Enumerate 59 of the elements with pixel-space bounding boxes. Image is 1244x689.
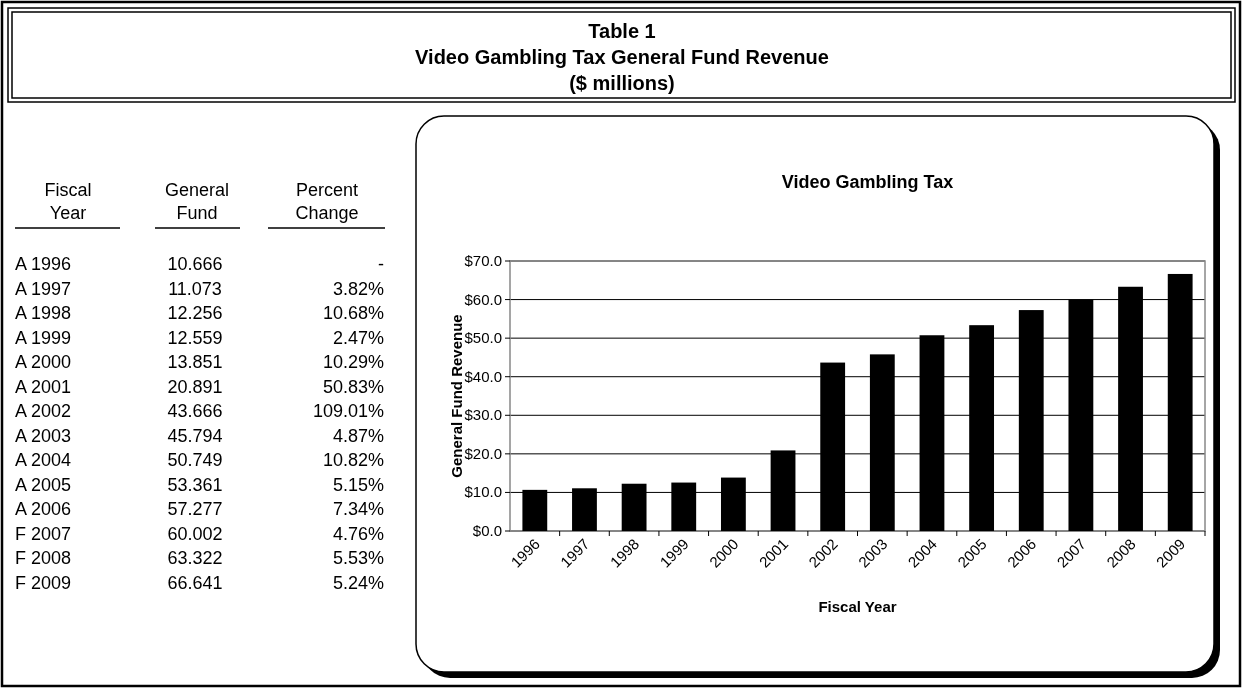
text: 2.47% bbox=[332, 327, 384, 348]
text: 11.073 bbox=[168, 278, 222, 299]
text: Fiscal Year bbox=[44, 180, 92, 223]
y-tick-label: $0.0 bbox=[472, 522, 502, 539]
y-tick-label: $70.0 bbox=[464, 252, 502, 269]
text: 10.68% bbox=[322, 303, 384, 323]
text: 13.851 bbox=[167, 352, 223, 372]
text: A 2002 bbox=[15, 401, 72, 421]
text: Video Gambling Tax General Fund Revenue bbox=[415, 46, 829, 68]
x-axis-title: Fiscal Year bbox=[818, 598, 897, 615]
text: A 2001 bbox=[15, 376, 72, 397]
text: 50.749 bbox=[167, 450, 223, 470]
text: A 2005 bbox=[15, 474, 72, 495]
chart-title: Video Gambling Tax bbox=[781, 172, 954, 192]
text: A 1998 bbox=[15, 303, 72, 323]
text: Table 1 bbox=[588, 20, 656, 42]
text: 5.24% bbox=[332, 572, 384, 593]
text: 10.666 bbox=[167, 254, 223, 274]
y-axis-title: General Fund Revenue bbox=[448, 314, 465, 478]
y-tick-label: $10.0 bbox=[464, 483, 502, 501]
text: 43.666 bbox=[167, 401, 223, 421]
text: 12.559 bbox=[167, 327, 223, 348]
text: A 1997 bbox=[15, 278, 72, 299]
y-tick-label: $60.0 bbox=[464, 290, 502, 308]
text: F 2009 bbox=[15, 572, 72, 593]
text: 109.01% bbox=[312, 401, 384, 421]
text: A 2004 bbox=[15, 450, 72, 470]
text: 4.76% bbox=[332, 523, 384, 544]
text: 20.891 bbox=[167, 376, 223, 397]
text: 10.29% bbox=[322, 352, 384, 372]
text: - bbox=[378, 254, 384, 274]
text: A 1999 bbox=[15, 327, 72, 348]
text: 66.641 bbox=[167, 572, 223, 593]
text: A 2000 bbox=[15, 352, 72, 372]
text: 12.256 bbox=[167, 303, 223, 323]
text: A 1996 bbox=[15, 254, 72, 274]
y-tick-label: $30.0 bbox=[464, 406, 502, 424]
text: 10.82% bbox=[322, 450, 384, 470]
text: A 2003 bbox=[15, 425, 72, 446]
text: Percent Change bbox=[295, 180, 359, 223]
text: 5.53% bbox=[332, 548, 384, 568]
text: General Fund bbox=[164, 180, 230, 223]
text: ($ millions) bbox=[569, 72, 675, 94]
y-tick-label: $20.0 bbox=[464, 444, 502, 462]
text: 45.794 bbox=[167, 425, 223, 446]
text: 50.83% bbox=[322, 376, 384, 397]
text: 60.002 bbox=[167, 523, 223, 544]
text: 63.322 bbox=[167, 548, 223, 568]
text: 53.361 bbox=[167, 474, 223, 495]
text: F 2008 bbox=[15, 548, 72, 568]
text: F 2007 bbox=[15, 523, 72, 544]
y-tick-label: $40.0 bbox=[464, 367, 502, 385]
text: 4.87% bbox=[332, 425, 384, 446]
text: 5.15% bbox=[332, 474, 384, 495]
text: A 2006 bbox=[15, 499, 72, 519]
text: 3.82% bbox=[332, 278, 384, 299]
text: 7.34% bbox=[332, 499, 384, 519]
y-tick-label: $50.0 bbox=[464, 329, 502, 347]
text: 57.277 bbox=[167, 499, 223, 519]
